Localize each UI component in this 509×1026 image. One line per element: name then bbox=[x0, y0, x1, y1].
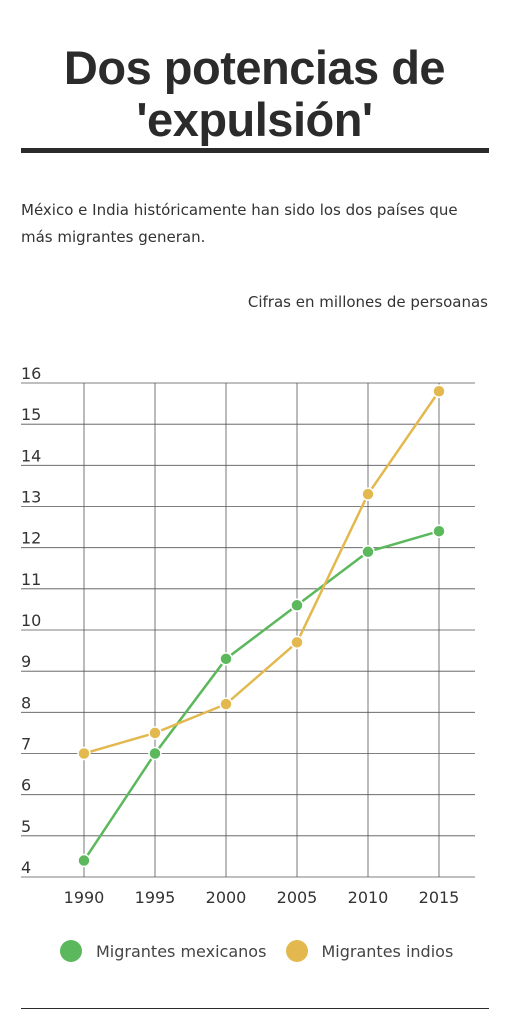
data-point-series-0[interactable] bbox=[290, 598, 304, 613]
data-point-series-0[interactable] bbox=[148, 746, 162, 761]
y-tick-label: 10 bbox=[21, 611, 41, 630]
legend: Migrantes mexicanos Migrantes indios bbox=[60, 940, 467, 966]
title-divider bbox=[21, 148, 489, 153]
series bbox=[77, 384, 446, 868]
legend-dot-mexicanos bbox=[60, 940, 82, 962]
y-tick-label: 16 bbox=[21, 364, 41, 383]
series-line-1 bbox=[83, 390, 441, 755]
x-tick-label: 2005 bbox=[277, 888, 318, 907]
data-point-series-0[interactable] bbox=[77, 853, 91, 868]
chart-title-line-2: 'expulsión' bbox=[136, 93, 373, 146]
legend-item-mexicanos[interactable]: Migrantes mexicanos bbox=[60, 940, 266, 962]
x-tick-label: 1990 bbox=[64, 888, 105, 907]
y-tick-label: 12 bbox=[21, 529, 41, 548]
legend-item-indios[interactable]: Migrantes indios bbox=[285, 940, 454, 962]
legend-dot-indios bbox=[285, 940, 308, 962]
y-tick-label: 11 bbox=[21, 570, 41, 589]
data-point-series-1[interactable] bbox=[361, 487, 375, 501]
y-tick-label: 14 bbox=[21, 446, 41, 465]
chart-description: México e India históricamente han sido l… bbox=[21, 201, 458, 246]
y-tick-label: 9 bbox=[21, 652, 31, 671]
grid bbox=[21, 382, 475, 878]
chart-title-line-1: Dos potencias de bbox=[63, 41, 446, 94]
y-tick-label: 7 bbox=[21, 735, 31, 754]
data-point-series-1[interactable] bbox=[290, 635, 304, 650]
line-chart: 4 5 6 7 8 9 10 11 12 13 14 15 16 1990 1995 2000 2005 201… bbox=[21, 364, 475, 907]
x-tick-label: 2015 bbox=[419, 888, 460, 907]
data-point-series-0[interactable] bbox=[219, 652, 233, 666]
chart-title: Dos potencias de 'expulsión' bbox=[0, 42, 509, 146]
units-note: Cifras en millones de persoanas bbox=[247, 293, 488, 311]
data-point-series-0[interactable] bbox=[361, 545, 375, 559]
y-tick-label: 13 bbox=[21, 488, 41, 507]
y-axis-ticks: 4 5 6 7 8 9 10 11 12 13 14 15 16 bbox=[21, 364, 41, 877]
data-point-series-1[interactable] bbox=[432, 384, 446, 398]
y-tick-label: 15 bbox=[21, 405, 41, 424]
y-tick-label: 8 bbox=[21, 693, 31, 712]
legend-label-mexicanos: Migrantes mexicanos bbox=[96, 941, 267, 961]
y-tick-label: 4 bbox=[21, 858, 31, 877]
x-tick-label: 1995 bbox=[135, 888, 176, 907]
y-tick-label: 5 bbox=[21, 817, 31, 836]
series-line-0 bbox=[82, 529, 440, 862]
data-point-series-0[interactable] bbox=[432, 524, 446, 538]
x-axis-ticks: 1990 1995 2000 2005 2010 2015 bbox=[64, 888, 460, 907]
legend-label-indios: Migrantes indios bbox=[321, 941, 454, 961]
bottom-divider bbox=[21, 1008, 489, 1009]
y-tick-label: 6 bbox=[21, 776, 31, 795]
x-tick-label: 2000 bbox=[206, 888, 247, 907]
data-point-series-1[interactable] bbox=[219, 697, 233, 711]
data-point-series-1[interactable] bbox=[148, 726, 162, 740]
x-tick-label: 2010 bbox=[348, 888, 389, 907]
data-point-series-1[interactable] bbox=[77, 746, 91, 761]
